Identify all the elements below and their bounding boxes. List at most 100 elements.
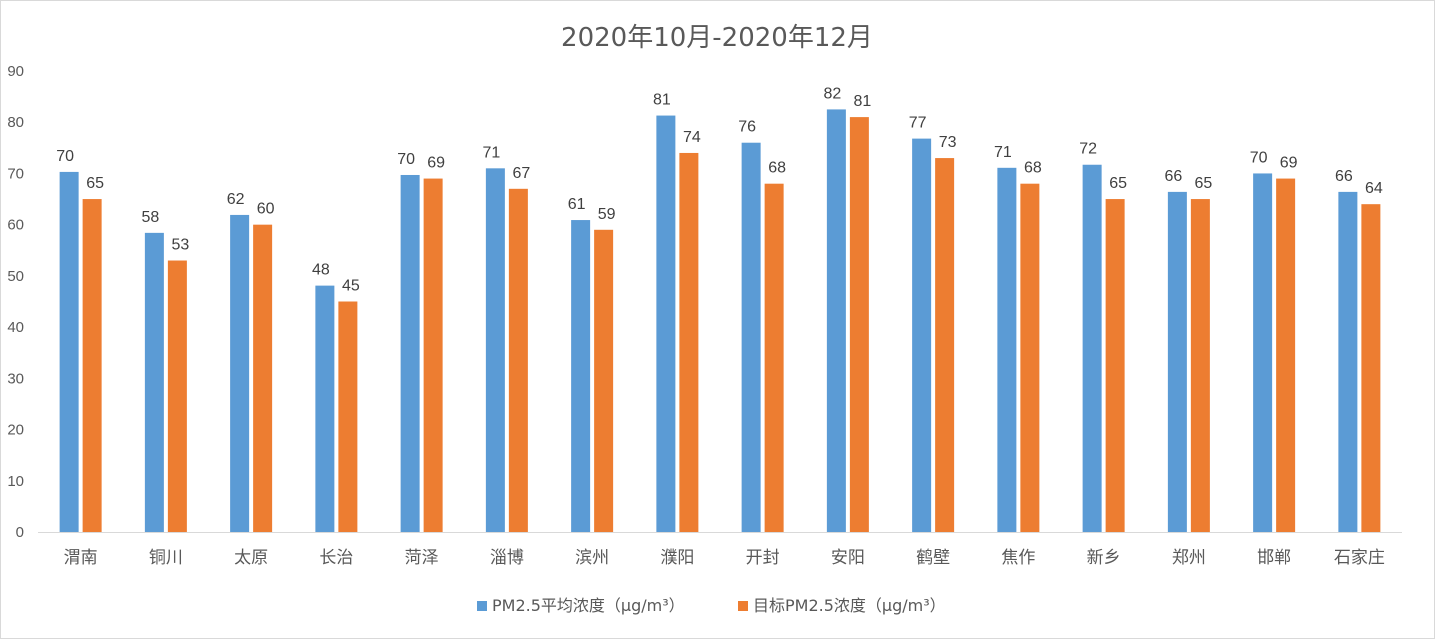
data-label: 74 [683, 129, 701, 146]
bars: 70 58 62 48 70 71 61 81 76 82 77 71 72 66 70 66 65 53 60 45… [56, 85, 1383, 533]
x-category-label: 铜川 [149, 548, 183, 568]
data-label: 67 [512, 165, 530, 182]
legend-label-target: 目标PM2.5浓度（μg/m³） [753, 596, 946, 615]
x-category-label: 长治 [319, 548, 353, 568]
data-label: 71 [994, 144, 1012, 161]
bar-pm25-target [1190, 199, 1210, 533]
bar-pm25-target [167, 260, 187, 532]
x-category-label: 焦作 [1001, 548, 1035, 568]
data-label: 69 [1280, 155, 1298, 172]
bar-pm25-average [997, 167, 1017, 532]
bar-pm25-target [423, 178, 443, 533]
x-category-label: 渭南 [64, 548, 98, 568]
data-label: 81 [653, 92, 671, 109]
bar-pm25-target [508, 188, 528, 533]
bar-pm25-target [679, 152, 699, 532]
data-label: 61 [568, 196, 586, 213]
x-category-label: 邯郸 [1257, 548, 1291, 568]
bar-pm25-average [59, 171, 79, 532]
data-label: 70 [1250, 149, 1268, 166]
bar-pm25-average [485, 168, 505, 533]
x-category-label: 石家庄 [1334, 548, 1385, 568]
data-label: 73 [939, 134, 957, 151]
data-label: 70 [397, 151, 415, 168]
y-tick-label: 40 [7, 319, 24, 336]
bar-pm25-average [1338, 191, 1358, 532]
legend-swatch-target [738, 601, 748, 611]
bar-pm25-target [1361, 204, 1381, 532]
y-tick-label: 80 [7, 114, 24, 131]
legend-label-average: PM2.5平均浓度（μg/m³） [492, 596, 685, 615]
bar-pm25-target [338, 301, 358, 532]
chart-title: 2020年10月-2020年12月 [561, 23, 873, 53]
data-label: 68 [1024, 160, 1042, 177]
bar-pm25-average [912, 138, 932, 532]
data-label: 65 [1109, 175, 1127, 192]
x-category-label: 淄博 [490, 548, 524, 568]
y-tick-label: 0 [16, 524, 24, 541]
bar-pm25-average [1082, 164, 1102, 532]
x-category-label: 菏泽 [405, 548, 439, 568]
x-category-label: 鹤壁 [916, 548, 950, 568]
data-label: 64 [1365, 180, 1383, 197]
bar-pm25-average [315, 285, 335, 532]
bar-pm25-average [826, 109, 846, 533]
bar-pm25-average [571, 220, 591, 532]
bar-pm25-target [1020, 183, 1040, 532]
y-tick-label: 20 [7, 422, 24, 439]
bar-pm25-target [253, 224, 273, 532]
data-label: 81 [853, 93, 871, 110]
data-label: 72 [1079, 141, 1097, 158]
bar-pm25-target [849, 117, 869, 532]
data-label: 65 [1194, 175, 1212, 192]
data-label: 77 [909, 115, 927, 132]
bar-pm25-target [1105, 199, 1125, 533]
x-category-label: 开封 [746, 548, 780, 568]
y-tick-label: 50 [7, 268, 24, 285]
legend: PM2.5平均浓度（μg/m³） 目标PM2.5浓度（μg/m³） [477, 596, 946, 615]
bar-pm25-average [144, 232, 164, 532]
x-axis: 渭南 铜川 太原 长治 菏泽 淄博 滨州 濮阳 开封 安阳 鹤壁 焦作 新乡 郑州 邯郸 石家庄 [38, 532, 1402, 568]
data-label: 82 [823, 85, 841, 102]
y-tick-label: 60 [7, 217, 24, 234]
data-label: 60 [257, 201, 275, 218]
y-tick-label: 90 [7, 63, 24, 80]
bar-pm25-target [594, 229, 614, 533]
x-category-label: 安阳 [831, 548, 865, 568]
data-label: 65 [86, 175, 104, 192]
x-category-label: 濮阳 [660, 548, 694, 568]
bar-pm25-average [656, 115, 676, 533]
y-axis: 0 10 20 30 40 50 60 70 80 90 [7, 63, 24, 541]
y-tick-label: 10 [7, 473, 24, 490]
data-label: 45 [342, 278, 360, 295]
data-label: 62 [227, 191, 245, 208]
data-label: 58 [141, 209, 159, 226]
bar-pm25-average [741, 142, 761, 532]
data-label: 48 [312, 262, 330, 279]
data-label: 70 [56, 148, 74, 165]
bar-pm25-average [1253, 173, 1273, 532]
x-category-label: 太原 [234, 548, 268, 568]
data-label: 69 [427, 155, 445, 172]
data-label: 68 [768, 160, 786, 177]
data-label: 66 [1164, 168, 1182, 185]
x-category-label: 郑州 [1172, 548, 1206, 568]
data-label: 59 [598, 206, 616, 223]
legend-swatch-average [477, 601, 487, 611]
x-category-label: 滨州 [575, 548, 609, 568]
y-tick-label: 30 [7, 370, 24, 387]
data-label: 53 [171, 237, 189, 254]
bar-pm25-target [764, 183, 784, 532]
bar-pm25-target [1276, 178, 1296, 533]
data-label: 71 [482, 144, 500, 161]
bar-pm25-average [230, 214, 250, 532]
data-label: 66 [1335, 168, 1353, 185]
y-tick-label: 70 [7, 165, 24, 182]
bar-pm25-target [935, 158, 955, 533]
bar-pm25-target [82, 199, 102, 533]
bar-pm25-average [1167, 191, 1187, 532]
data-label: 76 [738, 119, 756, 136]
x-category-label: 新乡 [1087, 548, 1121, 568]
bar-pm25-average [400, 174, 420, 532]
